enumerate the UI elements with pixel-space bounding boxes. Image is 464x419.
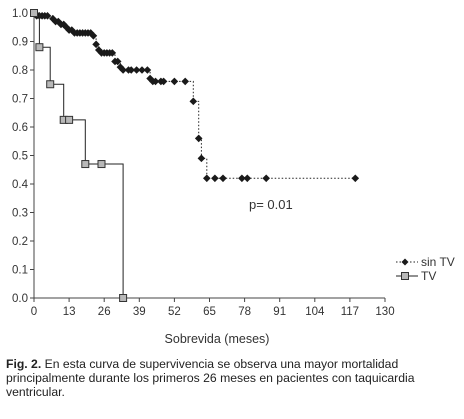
data-point-diamond bbox=[351, 174, 360, 183]
y-tick-label: 0.8 bbox=[12, 65, 28, 77]
data-point-square bbox=[65, 115, 74, 124]
data-point-diamond bbox=[143, 66, 152, 74]
data-point-diamond bbox=[89, 32, 98, 40]
x-axis-title: Sobrevida (meses) bbox=[165, 332, 270, 346]
data-point-diamond bbox=[138, 66, 146, 74]
x-tick-label: 26 bbox=[98, 306, 111, 318]
data-point-diamond bbox=[151, 77, 160, 86]
y-tick-label: 0.4 bbox=[12, 179, 29, 191]
data-point-diamond bbox=[113, 57, 122, 66]
data-point-diamond bbox=[43, 12, 52, 20]
caption-text: En esta curva de supervivencia se observ… bbox=[6, 357, 415, 399]
axes-layer: 0.0 0.1 0.2 0.3 0.4 0.5 0.6 0.7 0.8 0.9 1.0 0 13 26 39… bbox=[12, 8, 395, 318]
x-tick-label: 117 bbox=[341, 306, 359, 318]
data-point-square bbox=[97, 160, 106, 169]
data-point-diamond bbox=[132, 66, 141, 74]
data-point-diamond bbox=[119, 66, 127, 74]
x-tick-label: 52 bbox=[168, 306, 181, 318]
data-point-diamond bbox=[238, 174, 246, 183]
x-tick-label: 130 bbox=[375, 306, 394, 318]
y-tick-label: 0.7 bbox=[12, 94, 28, 106]
data-point-square bbox=[30, 9, 38, 17]
data-point-diamond bbox=[127, 66, 135, 74]
series-layer bbox=[30, 9, 360, 302]
series-tv bbox=[30, 9, 128, 302]
data-point-diamond bbox=[211, 174, 219, 183]
series-line bbox=[34, 12, 356, 179]
data-point-square bbox=[35, 43, 44, 52]
caption-label: Fig. 2. bbox=[6, 357, 42, 371]
data-point-diamond bbox=[203, 174, 211, 183]
data-point-diamond bbox=[197, 154, 206, 163]
x-tick-label: 104 bbox=[305, 306, 325, 318]
y-tick-label: 0.1 bbox=[12, 265, 28, 277]
y-tick-label: 0.9 bbox=[12, 37, 28, 49]
x-tick-label: 13 bbox=[63, 306, 76, 318]
y-tick-label: 0.2 bbox=[12, 236, 28, 248]
y-tick-label: 0.0 bbox=[12, 293, 28, 305]
survival-chart: 0.0 0.1 0.2 0.3 0.4 0.5 0.6 0.7 0.8 0.9 1.0 0 13 26 39… bbox=[12, 8, 455, 346]
y-tick-label: 0.3 bbox=[12, 208, 28, 220]
series-sin-tv bbox=[30, 9, 360, 183]
data-point-diamond bbox=[219, 174, 227, 183]
legend-label: TV bbox=[421, 269, 436, 283]
data-point-square bbox=[81, 160, 90, 169]
legend-item: TV bbox=[396, 269, 436, 283]
data-point-diamond bbox=[159, 77, 168, 86]
data-point-diamond bbox=[189, 97, 198, 106]
data-point-diamond bbox=[108, 49, 117, 57]
data-point-diamond bbox=[262, 174, 270, 183]
legend-label: sin TV bbox=[421, 255, 455, 269]
x-tick-label: 0 bbox=[31, 306, 37, 318]
data-point-square bbox=[46, 80, 55, 89]
y-tick-label: 1.0 bbox=[12, 8, 28, 20]
data-point-diamond bbox=[194, 134, 203, 143]
x-tick-label: 91 bbox=[273, 306, 286, 318]
y-tick-label: 0.6 bbox=[12, 122, 28, 134]
data-point-square bbox=[119, 294, 128, 302]
legend-marker-square bbox=[401, 272, 409, 280]
data-point-diamond bbox=[181, 77, 189, 86]
data-point-diamond bbox=[243, 174, 252, 183]
p-value-annotation: p= 0.01 bbox=[249, 197, 293, 212]
x-tick-label: 78 bbox=[238, 306, 251, 318]
data-point-diamond bbox=[170, 77, 179, 86]
y-tick-label: 0.5 bbox=[12, 151, 28, 163]
x-tick-label: 65 bbox=[203, 306, 216, 318]
x-tick-label: 39 bbox=[133, 306, 146, 318]
data-point-diamond bbox=[92, 40, 100, 49]
figure-caption: Fig. 2. En esta curva de supervivencia s… bbox=[6, 357, 458, 399]
legend-item: sin TV bbox=[396, 255, 455, 269]
legend-marker-diamond bbox=[401, 258, 409, 266]
